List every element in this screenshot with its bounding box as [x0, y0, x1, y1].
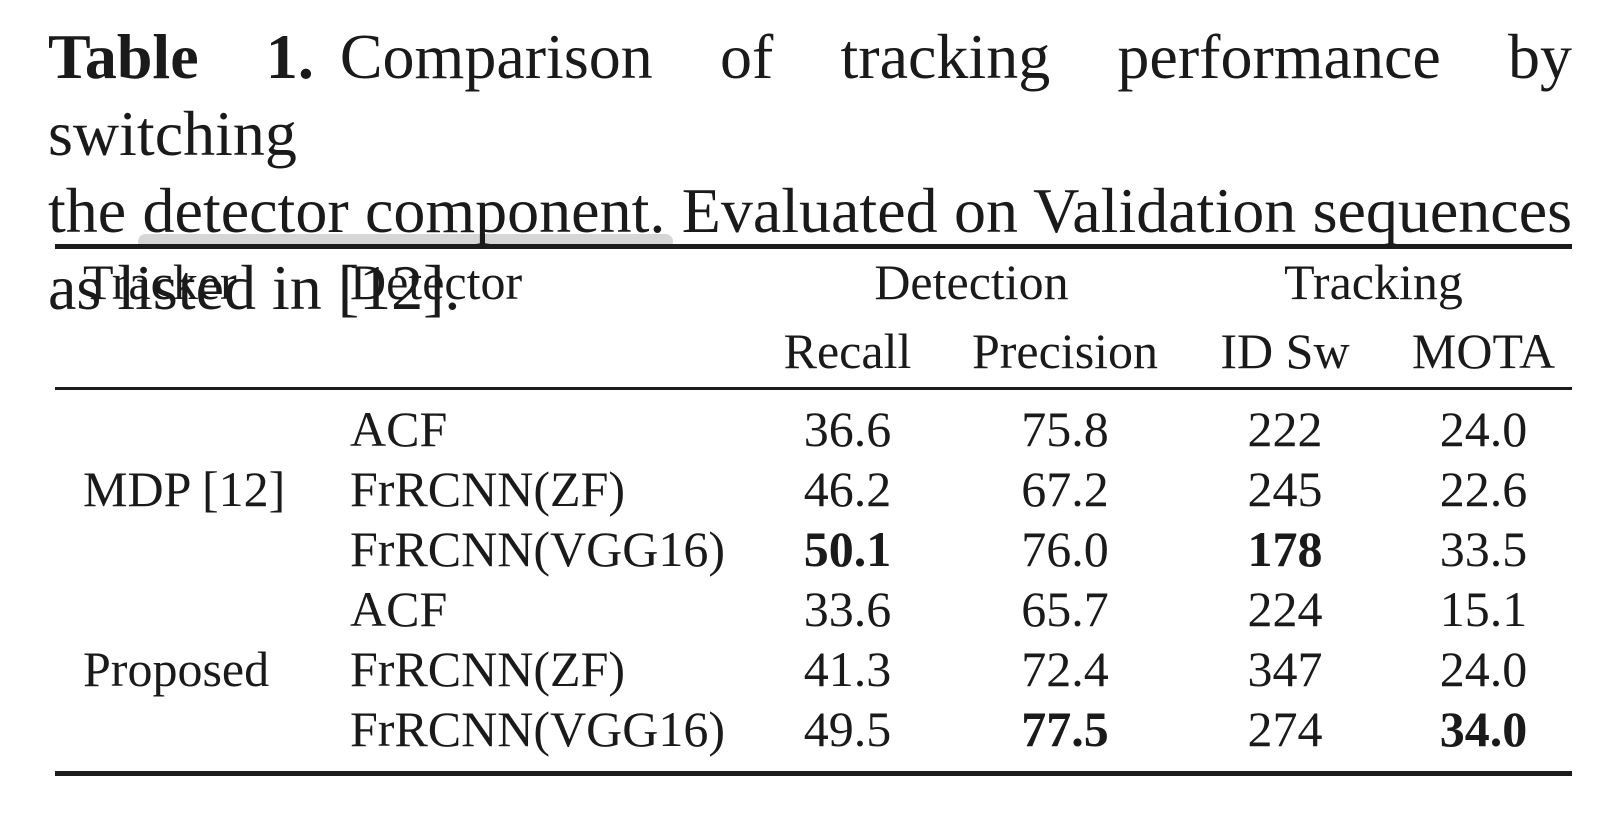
body-bottom-spacer — [55, 759, 1572, 771]
cell-precision: 72.4 — [1021, 641, 1109, 697]
cell-tracker: MDP [12] — [83, 461, 286, 517]
table-caption: Table 1. Comparison of tracking performan… — [48, 18, 1572, 326]
header-cell-precision: Precision — [971, 323, 1159, 379]
header-group-detection: Detection — [874, 254, 1069, 310]
cell-precision: 65.7 — [1021, 581, 1109, 637]
cell-detector: FrRCNN(VGG16) — [350, 701, 725, 757]
cell-mota: 22.6 — [1439, 461, 1528, 517]
results-table: Tracker Detector Detection Tracking Reca… — [55, 244, 1572, 776]
header-group-tracking: Tracking — [1284, 254, 1463, 310]
cell-precision: 75.8 — [1021, 401, 1109, 457]
cell-recall: 46.2 — [803, 461, 892, 517]
cell-tracker — [55, 519, 350, 579]
body-top-spacer — [55, 390, 1572, 399]
cell-precision: 77.5 — [1021, 701, 1109, 757]
cell-mota: 24.0 — [1439, 641, 1528, 697]
cell-id-sw: 245 — [1247, 461, 1323, 517]
cell-recall: 41.3 — [803, 641, 892, 697]
header-spacer-tracker — [55, 315, 350, 387]
cell-tracker: Proposed — [83, 641, 270, 697]
cell-detector: FrRCNN(ZF) — [350, 641, 626, 697]
cell-detector: FrRCNN(VGG16) — [350, 521, 725, 577]
header-cell-id-sw: ID Sw — [1220, 323, 1350, 379]
cell-mota: 33.5 — [1439, 521, 1528, 577]
caption-line-1-text: Comparison of tracking performance by sw… — [48, 21, 1573, 169]
cell-id-sw: 274 — [1247, 701, 1323, 757]
header-cell-mota: MOTA — [1411, 323, 1556, 379]
header-cell-recall: Recall — [783, 323, 912, 379]
caption-line-2-post: . Evaluated on Validation sequences — [649, 175, 1573, 246]
cell-mota: 24.0 — [1439, 401, 1528, 457]
header-spacer-detector — [350, 315, 740, 387]
cell-recall: 50.1 — [803, 521, 892, 577]
cell-mota: 15.1 — [1439, 581, 1528, 637]
cell-tracker — [55, 579, 350, 639]
caption-line-2-pre: the — [48, 175, 143, 246]
cell-recall: 49.5 — [803, 701, 892, 757]
cell-recall: 33.6 — [803, 581, 892, 637]
cell-precision: 67.2 — [1021, 461, 1109, 517]
cell-detector: ACF — [350, 401, 448, 457]
cell-id-sw: 224 — [1247, 581, 1323, 637]
cell-mota: 34.0 — [1439, 701, 1528, 757]
cell-detector: ACF — [350, 581, 448, 637]
caption-line-2: the detector component. Evaluated on Val… — [48, 172, 1572, 249]
header-cell-tracker: Tracker — [83, 254, 237, 310]
cell-tracker — [55, 399, 350, 459]
cell-detector: FrRCNN(ZF) — [350, 461, 626, 517]
caption-line-3: as listed in [12]. — [48, 252, 461, 323]
cell-precision: 76.0 — [1021, 521, 1109, 577]
mid-rule — [55, 387, 1572, 390]
cell-recall: 36.6 — [803, 401, 892, 457]
table-label: Table 1. — [48, 21, 314, 92]
cell-id-sw: 222 — [1247, 401, 1323, 457]
caption-line-1: Table 1. Comparison of tracking performan… — [48, 18, 1572, 172]
cell-tracker — [55, 699, 350, 759]
header-cell-detector: Detector — [350, 254, 523, 310]
cell-id-sw: 347 — [1247, 641, 1323, 697]
highlight-annotation: detector component — [142, 175, 650, 246]
cell-id-sw: 178 — [1247, 521, 1323, 577]
